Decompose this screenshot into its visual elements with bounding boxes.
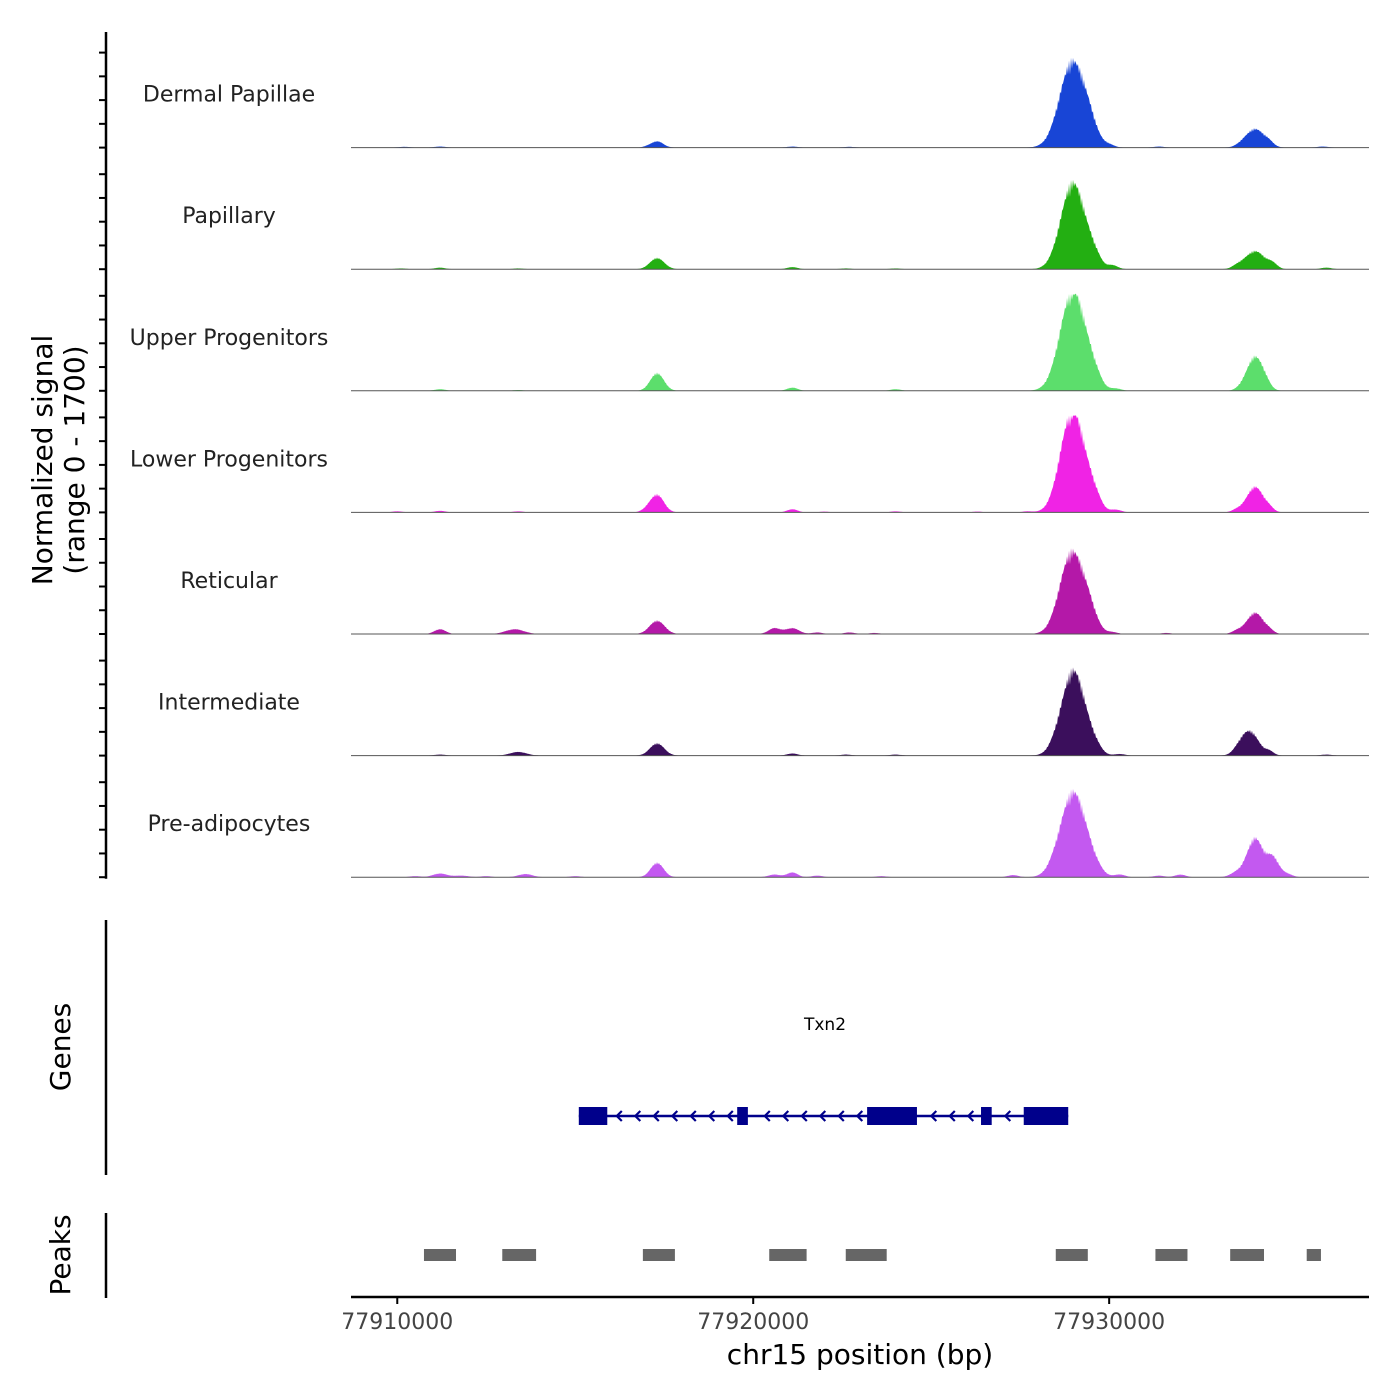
strand-arrow	[707, 1110, 716, 1122]
track-label: Lower Progenitors	[130, 447, 328, 472]
signal-area	[351, 667, 1369, 756]
strand-arrow	[948, 1110, 956, 1122]
signal-area	[351, 788, 1369, 878]
strand-arrow	[652, 1110, 660, 1122]
signal-area	[351, 548, 1369, 634]
strand-arrow	[855, 1110, 864, 1122]
strand-arrow	[633, 1110, 642, 1122]
y-axis-label: Normalized signal	[26, 335, 59, 586]
peaks-track-label: Peaks	[44, 1214, 77, 1295]
peak-region	[1155, 1249, 1188, 1261]
y-axis-label-range: (range 0 - 1700)	[58, 345, 91, 574]
strand-arrow	[763, 1110, 771, 1122]
track-label: Upper Progenitors	[130, 326, 329, 351]
gene-track	[578, 1107, 1069, 1125]
track-label: Pre-adipocytes	[148, 812, 311, 837]
gene-name-label: Txn2	[803, 1015, 846, 1035]
signal-area	[351, 179, 1369, 270]
signal-track: Papillary	[182, 179, 1369, 270]
peak-track	[423, 1249, 1321, 1261]
signal-track: Intermediate	[158, 667, 1369, 757]
x-axis-ticks: 77910000 77920000 77930000	[341, 1297, 1165, 1335]
peak-region	[642, 1249, 675, 1261]
track-label: Papillary	[182, 204, 276, 229]
strand-arrow	[966, 1110, 975, 1122]
signal-track: Upper Progenitors	[130, 293, 1369, 392]
gene-exon	[981, 1107, 992, 1125]
peak-region	[845, 1249, 887, 1261]
strand-arrow	[818, 1110, 827, 1122]
signal-track: Lower Progenitors	[130, 415, 1369, 513]
peak-region	[769, 1249, 807, 1261]
peak-region	[502, 1249, 537, 1261]
strand-arrow	[929, 1110, 938, 1122]
signal-area	[351, 415, 1369, 513]
signal-area	[351, 293, 1369, 391]
track-label: Reticular	[180, 569, 278, 594]
strand-arrow	[781, 1110, 790, 1122]
signal-y-axis	[99, 32, 108, 879]
signal-area	[351, 57, 1369, 148]
strand-arrow	[689, 1110, 697, 1122]
signal-track: Reticular	[180, 548, 1369, 635]
x-tick-label: 77930000	[1053, 1310, 1165, 1335]
x-tick-label: 77910000	[341, 1310, 453, 1335]
signal-track: Pre-adipocytes	[148, 788, 1369, 878]
peak-region	[1055, 1249, 1088, 1261]
track-label: Dermal Papillae	[143, 83, 315, 108]
genes-track-label: Genes	[44, 1003, 77, 1091]
strand-arrow	[800, 1110, 808, 1122]
peak-region	[1306, 1249, 1321, 1261]
gene-exon	[867, 1107, 917, 1125]
gene-exon	[737, 1107, 748, 1125]
strand-arrow	[1003, 1110, 1012, 1122]
strand-arrow	[837, 1110, 845, 1122]
x-tick-label: 77920000	[697, 1310, 809, 1335]
gene-exon	[1023, 1107, 1069, 1125]
x-axis-label: chr15 position (bp)	[727, 1338, 993, 1371]
strand-arrow	[670, 1110, 679, 1122]
peak-region	[1230, 1249, 1264, 1261]
strand-arrow	[615, 1110, 623, 1122]
signal-tracks: Dermal Papillae Papillary Upper Progenitor…	[130, 57, 1369, 878]
peak-region	[423, 1249, 457, 1261]
strand-arrow	[726, 1110, 734, 1122]
signal-track: Dermal Papillae	[143, 57, 1369, 149]
gene-exon	[578, 1107, 608, 1125]
track-label: Intermediate	[158, 691, 300, 716]
